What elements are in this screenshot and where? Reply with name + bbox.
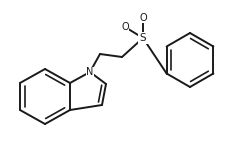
Text: S: S	[140, 33, 146, 43]
Text: N: N	[86, 67, 94, 77]
Text: O: O	[139, 13, 147, 23]
Text: O: O	[121, 22, 129, 32]
